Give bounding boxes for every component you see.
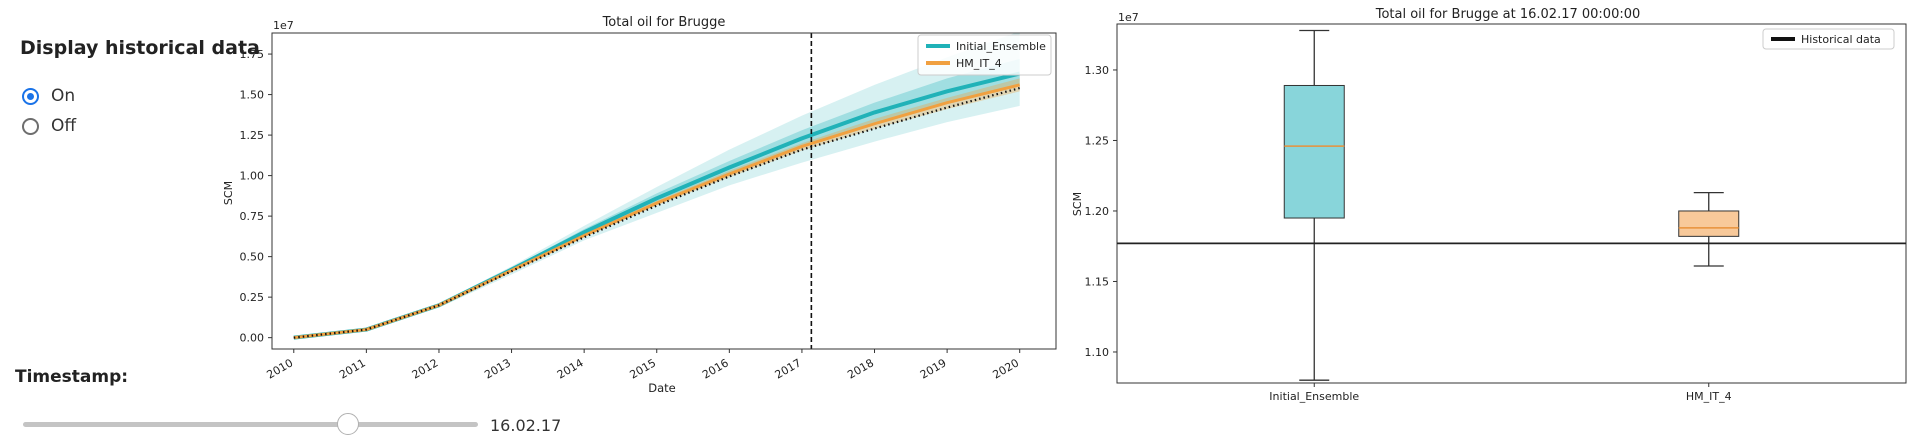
y-tick-label: 1.25 <box>240 129 265 142</box>
y-tick-label: 0.75 <box>240 210 265 223</box>
display-historical-title: Display historical data <box>20 37 260 59</box>
box-body <box>1283 84 1345 219</box>
y-tick-label: 1.10 <box>1085 346 1110 359</box>
hm-it-4-band <box>293 78 1020 338</box>
box-chart-title: Total oil for Brugge at 16.02.17 00:00:0… <box>1375 7 1641 22</box>
line-chart-ylabel: SCM <box>222 181 235 205</box>
legend-label-initial-ensemble: Initial_Ensemble <box>956 40 1046 53</box>
box-legend-frame <box>1762 28 1895 50</box>
y-tick-label: 0.25 <box>240 291 265 304</box>
y-tick-label: 0.50 <box>240 251 265 264</box>
y-tick-label: 1.50 <box>240 89 265 102</box>
radio-off-indicator[interactable] <box>22 117 39 135</box>
x-tick-label: 2016 <box>700 356 731 381</box>
radio-option-on[interactable]: On <box>22 86 75 106</box>
box-chart-frame <box>1116 23 1907 384</box>
line-chart-scale-label: 1e7 <box>273 19 294 32</box>
y-tick-label: 0.00 <box>240 332 265 345</box>
radio-option-off[interactable]: Off <box>22 116 76 136</box>
x-tick-label: 2010 <box>265 356 296 381</box>
x-tick-label: 2011 <box>337 356 368 381</box>
x-tick-label: 2017 <box>773 356 804 381</box>
radio-on-label: On <box>51 86 76 106</box>
y-tick-label: 1.20 <box>1085 205 1110 218</box>
y-tick-label: 1.75 <box>240 48 265 61</box>
slider-track[interactable] <box>23 422 478 427</box>
timestamp-value: 16.02.17 <box>490 416 562 435</box>
line-chart-plot-area: 0.00 0.25 0.50 0.75 1.00 1.25 1.50 1.75 2010 2011… <box>240 32 1057 382</box>
legend-label-hm-it-4: HM_IT_4 <box>956 57 1002 70</box>
line-chart-legend: Initial_Ensemble HM_IT_4 <box>917 34 1052 76</box>
box-legend-label-historical: Historical data <box>1801 33 1881 46</box>
line-chart-series-group <box>293 33 1021 340</box>
x-tick-label: 2012 <box>410 356 441 381</box>
box-chart-ylabel: SCM <box>1071 192 1084 216</box>
y-tick-label: 1.25 <box>1085 134 1110 147</box>
line-chart-title: Total oil for Brugge <box>602 15 726 30</box>
legend-frame <box>917 34 1052 76</box>
x-tick-label: 2014 <box>555 356 586 381</box>
x-tick-label: 2013 <box>482 356 513 381</box>
x-tick-label: 2015 <box>627 356 658 381</box>
hm-it-4-mean-line <box>293 83 1021 340</box>
box-chart-plot-area: Initial_Ensemble HM_IT_4 1.10 1.15 1.20 1.25 1… <box>1085 23 1907 403</box>
radio-off-label: Off <box>51 116 77 136</box>
radio-on-indicator[interactable] <box>22 87 39 105</box>
y-tick-label: 1.30 <box>1085 64 1110 77</box>
box-body <box>1678 210 1740 237</box>
timestamp-slider[interactable] <box>23 413 478 435</box>
x-tick-label: 2019 <box>918 356 949 381</box>
line-chart-xlabel: Date <box>648 381 676 395</box>
line-chart-frame <box>271 32 1057 350</box>
x-category-label: Initial_Ensemble <box>1269 390 1359 403</box>
line-chart: Total oil for Brugge 1e7 0.00 0.25 0.50 0.7… <box>222 15 1057 395</box>
box-chart-legend: Historical data <box>1762 28 1895 50</box>
box-chart: Total oil for Brugge at 16.02.17 00:00:0… <box>1071 7 1907 403</box>
initial-ensemble-outer-band <box>293 33 1020 338</box>
timestamp-label: Timestamp: <box>15 367 129 387</box>
slider-thumb[interactable] <box>337 413 360 435</box>
y-tick-label: 1.15 <box>1085 275 1110 288</box>
y-tick-label: 1.00 <box>240 170 265 183</box>
x-category-label: HM_IT_4 <box>1686 390 1732 403</box>
box-chart-scale-label: 1e7 <box>1118 11 1139 24</box>
x-tick-label: 2018 <box>845 356 876 381</box>
